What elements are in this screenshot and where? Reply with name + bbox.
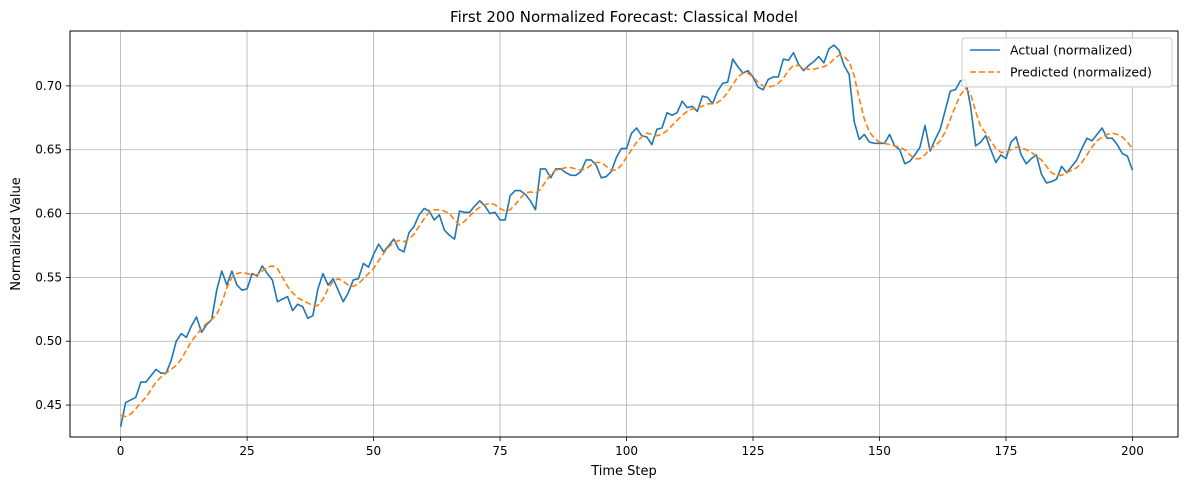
- y-tick-label: 0.45: [35, 398, 62, 412]
- legend-box: [961, 37, 1173, 88]
- x-tick-label: 50: [366, 444, 381, 458]
- chart-title: First 200 Normalized Forecast: Classical…: [450, 8, 798, 26]
- x-tick-label: 25: [239, 444, 254, 458]
- x-tick-label: 200: [1121, 444, 1144, 458]
- y-tick-label: 0.70: [35, 79, 62, 93]
- x-tick-label: 0: [117, 444, 125, 458]
- x-tick-label: 125: [742, 444, 765, 458]
- axis-ticks: 0 25 50 75 100 125 150 175 200 0.45 0.50 0.55 0.60 0.…: [35, 79, 1144, 458]
- x-axis-label: Time Step: [590, 464, 657, 479]
- y-tick-label: 0.65: [35, 143, 62, 157]
- legend: Actual (normalized) Predicted (normalize…: [961, 37, 1173, 88]
- y-tick-label: 0.55: [35, 270, 62, 284]
- y-tick-label: 0.50: [35, 334, 62, 348]
- grid-lines: [70, 31, 1178, 437]
- x-tick-label: 100: [615, 444, 638, 458]
- y-tick-label: 0.60: [35, 207, 62, 221]
- series-line-predicted: [120, 54, 1134, 418]
- plot-frame: [69, 30, 1179, 438]
- legend-label-actual: Actual (normalized): [1010, 43, 1132, 58]
- y-axis-label: Normalized Value: [9, 177, 24, 291]
- legend-label-predicted: Predicted (normalized): [1010, 65, 1152, 80]
- x-tick-label: 75: [492, 444, 507, 458]
- x-tick-label: 150: [868, 444, 891, 458]
- x-tick-label: 175: [995, 444, 1018, 458]
